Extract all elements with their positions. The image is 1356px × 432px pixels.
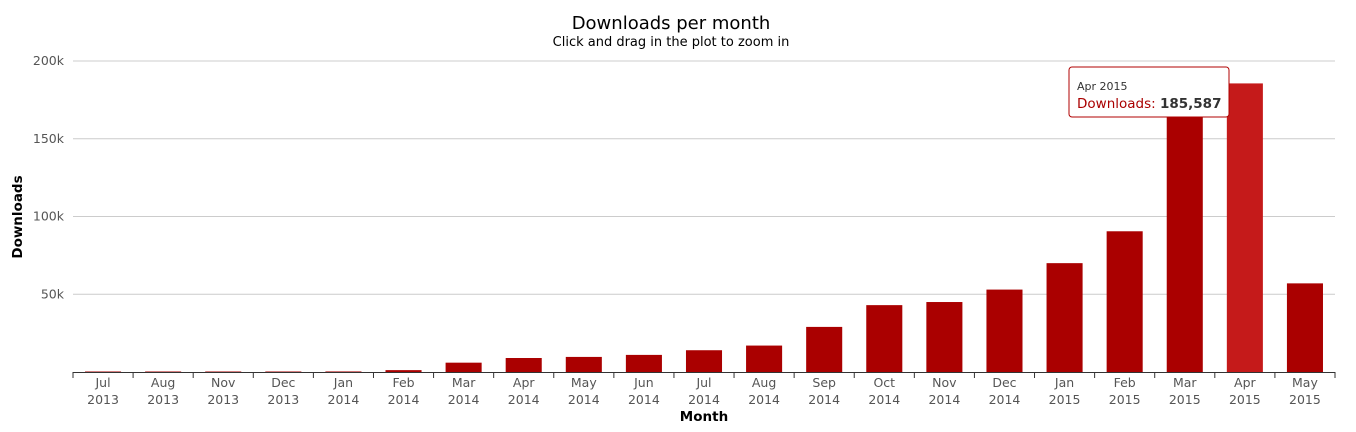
chart-subtitle: Click and drag in the plot to zoom in [553, 35, 790, 50]
bar[interactable] [685, 350, 723, 372]
x-tick-label: Sep 2014 [808, 375, 840, 407]
x-tick-label: Feb 2014 [388, 375, 420, 407]
y-axis-title: Downloads [10, 175, 26, 258]
bar[interactable] [1166, 112, 1203, 372]
x-tick-label: Oct 2014 [868, 375, 900, 407]
x-tick-label: Dec 2014 [989, 375, 1021, 407]
tooltip-box [1068, 66, 1230, 118]
bar[interactable] [746, 345, 783, 372]
x-tick-label: May 2014 [568, 375, 600, 407]
x-tick-label: Dec 2013 [267, 375, 299, 407]
bar[interactable] [445, 362, 482, 372]
x-tick-label: Jan 2014 [328, 375, 360, 407]
x-tick-label: Jul 2014 [688, 375, 720, 407]
tooltip: Apr 2015 Downloads: 185,587 [1068, 66, 1230, 118]
bar[interactable] [85, 371, 122, 373]
x-tick-label: Jan 2015 [1049, 375, 1081, 407]
x-tick-label: Aug 2014 [748, 375, 780, 407]
bar[interactable] [325, 371, 362, 372]
x-axis-title: Month [680, 409, 728, 425]
bar[interactable] [926, 302, 963, 372]
y-axis-ticks: 50k 100k 150k 200k [33, 53, 65, 301]
x-axis [72, 372, 1336, 378]
y-tick-label: 100k [33, 209, 65, 224]
tooltip-header: Apr 2015 [1077, 80, 1128, 93]
y-tick-label: 150k [33, 131, 65, 146]
x-tick-label: Jul 2013 [87, 375, 119, 407]
x-tick-label: Feb 2015 [1109, 375, 1141, 407]
bar[interactable] [205, 371, 242, 373]
tooltip-colon: : [1151, 96, 1160, 112]
x-tick-label: Nov 2013 [207, 375, 239, 407]
x-tick-label: Mar 2014 [448, 375, 480, 407]
y-tick-label: 200k [33, 53, 65, 68]
tooltip-line: Downloads: 185,587 [1077, 96, 1221, 112]
x-tick-label: Nov 2014 [928, 375, 960, 407]
bar[interactable] [1226, 83, 1263, 372]
bar[interactable] [986, 289, 1023, 372]
bar[interactable] [145, 371, 182, 373]
bar[interactable] [625, 354, 662, 372]
x-tick-label: Aug 2013 [147, 375, 179, 407]
bar[interactable] [806, 326, 843, 372]
tooltip-series-label: Downloads [1077, 96, 1151, 112]
tooltip-value: 185,587 [1160, 96, 1222, 112]
bar[interactable] [866, 305, 903, 372]
chart-title: Downloads per month [572, 13, 771, 34]
bar[interactable] [265, 371, 302, 373]
y-tick-label: 50k [41, 286, 65, 301]
bars[interactable] [85, 83, 1323, 372]
bar[interactable] [505, 358, 542, 372]
bar[interactable] [385, 370, 422, 372]
bar[interactable] [1286, 283, 1323, 372]
bar[interactable] [1106, 231, 1143, 372]
x-tick-label: May 2015 [1289, 375, 1321, 407]
x-tick-label: Jun 2014 [628, 375, 660, 407]
bar[interactable] [1046, 263, 1083, 372]
x-tick-label: Apr 2015 [1229, 375, 1261, 407]
bar[interactable] [565, 356, 602, 372]
x-tick-label: Apr 2014 [508, 375, 540, 407]
x-tick-label: Mar 2015 [1169, 375, 1201, 407]
x-axis-ticks: Jul 2013 Aug 2013 Nov 2013 Dec 2013 Jan 2014 Feb 20… [87, 375, 1321, 407]
